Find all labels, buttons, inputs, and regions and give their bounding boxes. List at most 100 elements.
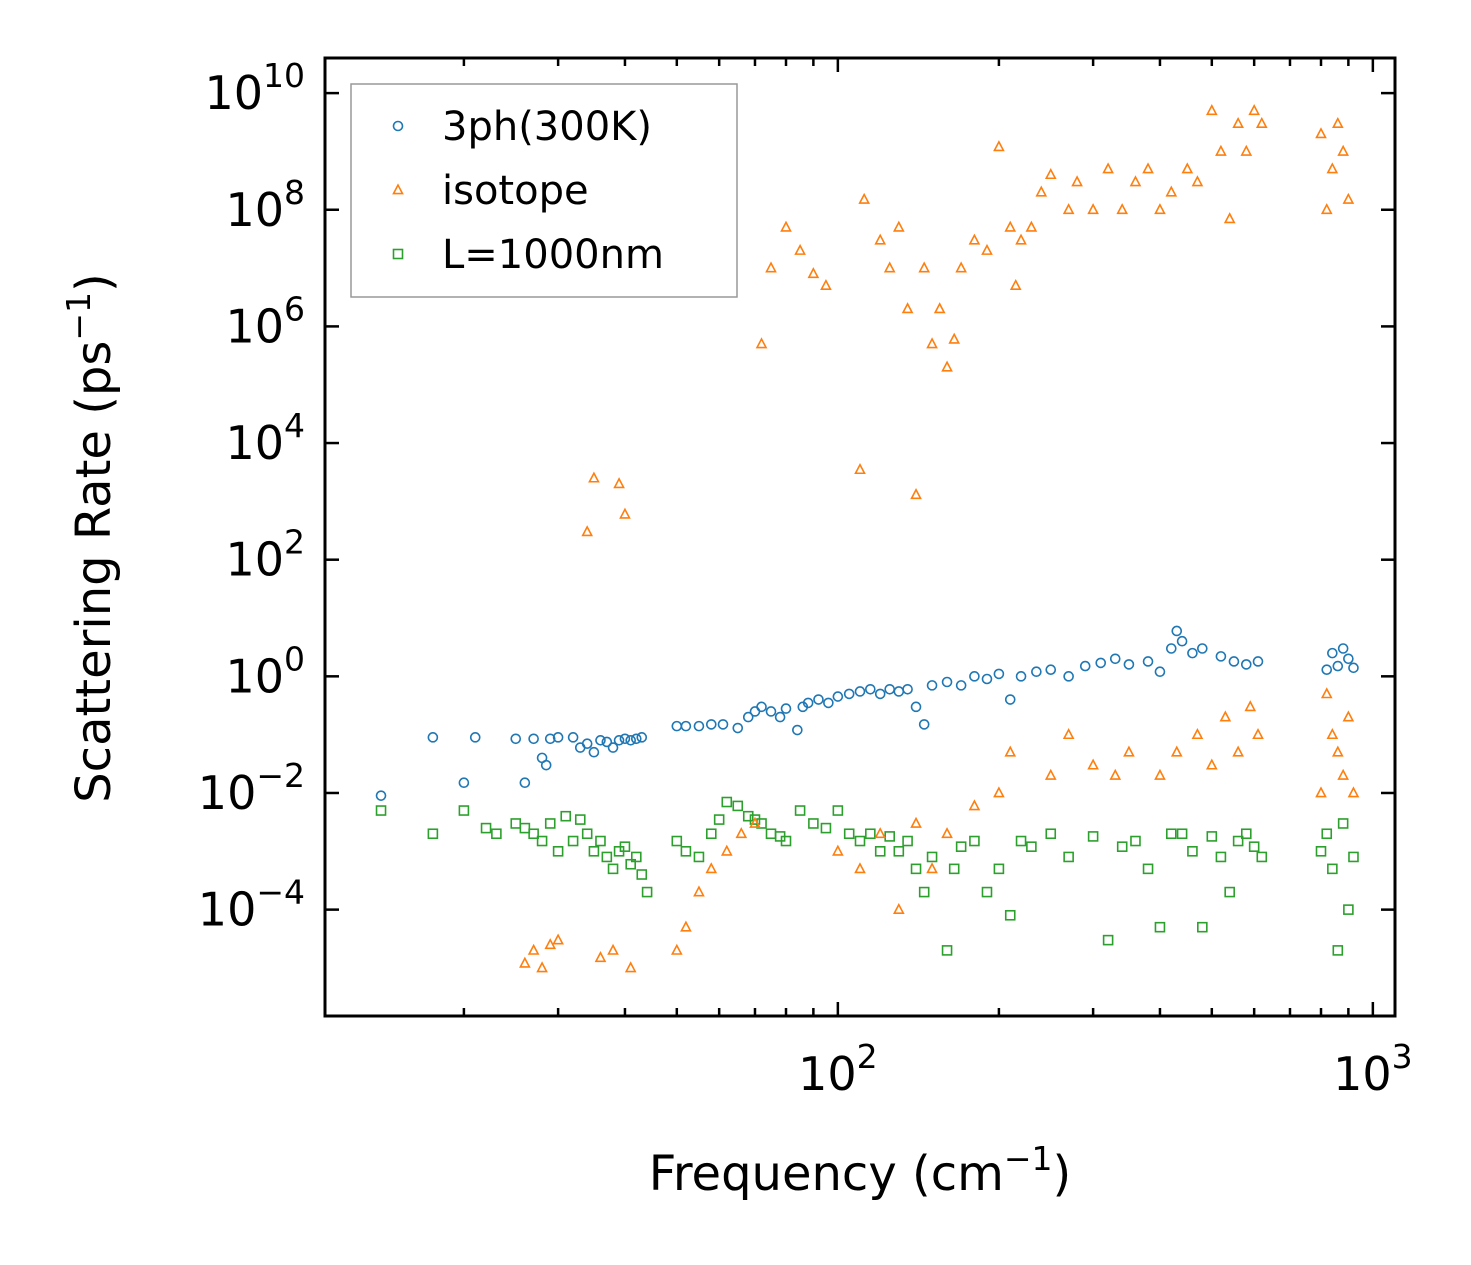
data-point: [1244, 700, 1257, 712]
data-point: [1232, 116, 1244, 129]
data-point: [780, 835, 792, 847]
data-point: [874, 688, 886, 700]
data-point: [807, 267, 820, 279]
data-point: [1215, 651, 1227, 662]
x-tick-label: 102: [798, 1037, 878, 1101]
data-point: [926, 862, 938, 874]
data-point: [1015, 671, 1027, 682]
data-point: [519, 777, 531, 789]
data-point: [427, 732, 439, 743]
data-point: [918, 886, 930, 898]
data-point: [1327, 863, 1338, 875]
data-point: [519, 822, 531, 834]
data-point: [1044, 768, 1057, 780]
data-point: [1045, 828, 1057, 840]
data-point: [1315, 846, 1327, 857]
data-point: [792, 724, 803, 736]
data-point: [536, 835, 548, 847]
data-point: [1176, 828, 1188, 840]
data-point: [680, 920, 692, 932]
data-point: [588, 471, 600, 483]
data-point: [1337, 768, 1349, 780]
data-point: [1087, 758, 1099, 770]
data-point: [1004, 745, 1017, 757]
data-point: [1187, 647, 1198, 659]
data-point: [820, 278, 832, 291]
data-point: [1223, 212, 1236, 224]
data-point: [955, 841, 967, 852]
x-axis-tick-labels: 102 103: [798, 1037, 1413, 1101]
data-point: [1327, 647, 1338, 659]
data-point: [469, 732, 481, 743]
data-point: [705, 862, 718, 874]
data-point: [969, 835, 980, 847]
data-point: [613, 735, 625, 746]
data-point: [1248, 841, 1260, 852]
data-point: [865, 683, 876, 695]
data-points: [375, 104, 1360, 973]
data-point: [1326, 727, 1339, 740]
data-point: [1165, 828, 1177, 840]
legend-item: isotope: [392, 168, 589, 214]
data-point: [1315, 127, 1327, 139]
data-point: [1252, 727, 1264, 740]
legend-marker: [392, 183, 404, 195]
data-point: [918, 261, 931, 273]
data-point: [1215, 851, 1227, 863]
data-point: [1004, 694, 1016, 705]
data-point: [625, 735, 636, 746]
data-point: [1337, 643, 1349, 654]
data-point: [765, 706, 777, 717]
data-point: [1343, 653, 1354, 665]
data-point: [1206, 831, 1218, 842]
data-point: [636, 732, 648, 743]
data-point: [721, 796, 733, 808]
data-point: [680, 720, 692, 732]
data-point: [756, 701, 767, 713]
data-point: [892, 220, 905, 232]
data-point: [1205, 758, 1218, 770]
data-point: [1004, 220, 1017, 232]
data-point: [981, 243, 993, 255]
data-point: [1215, 144, 1227, 156]
data-point: [1142, 863, 1154, 875]
data-point: [705, 828, 717, 840]
data-point: [1248, 104, 1260, 116]
data-point: [926, 680, 938, 691]
data-point: [594, 951, 607, 963]
data-point: [625, 858, 636, 870]
data-point: [1087, 203, 1099, 215]
data-point: [732, 800, 744, 812]
data-point: [1228, 656, 1240, 667]
data-point: [742, 810, 754, 822]
legend-label: 3ph(300K): [442, 104, 652, 150]
data-point: [641, 886, 653, 898]
data-point: [910, 816, 922, 828]
data-point: [607, 863, 619, 875]
y-tick-label: 10−4: [198, 873, 305, 937]
data-point: [693, 720, 705, 732]
data-point: [1031, 666, 1042, 678]
data-point: [1321, 828, 1333, 840]
legend-label: isotope: [442, 168, 589, 214]
data-point: [607, 943, 619, 955]
data-point: [595, 735, 606, 746]
data-point: [910, 701, 922, 713]
data-point: [993, 668, 1005, 680]
data-point: [552, 933, 564, 945]
data-point: [1130, 835, 1141, 847]
data-point: [910, 488, 922, 500]
data-point: [1255, 116, 1268, 129]
data-point: [1224, 886, 1235, 898]
data-point: [955, 261, 967, 273]
y-tick-label: 102: [225, 523, 305, 587]
data-point: [619, 841, 631, 852]
data-point: [510, 733, 522, 745]
data-point: [1232, 835, 1244, 847]
data-point: [820, 822, 832, 834]
data-point: [1116, 203, 1129, 215]
data-point: [854, 835, 866, 847]
data-point: [981, 886, 993, 898]
data-point: [802, 697, 814, 709]
data-point: [1331, 745, 1344, 757]
